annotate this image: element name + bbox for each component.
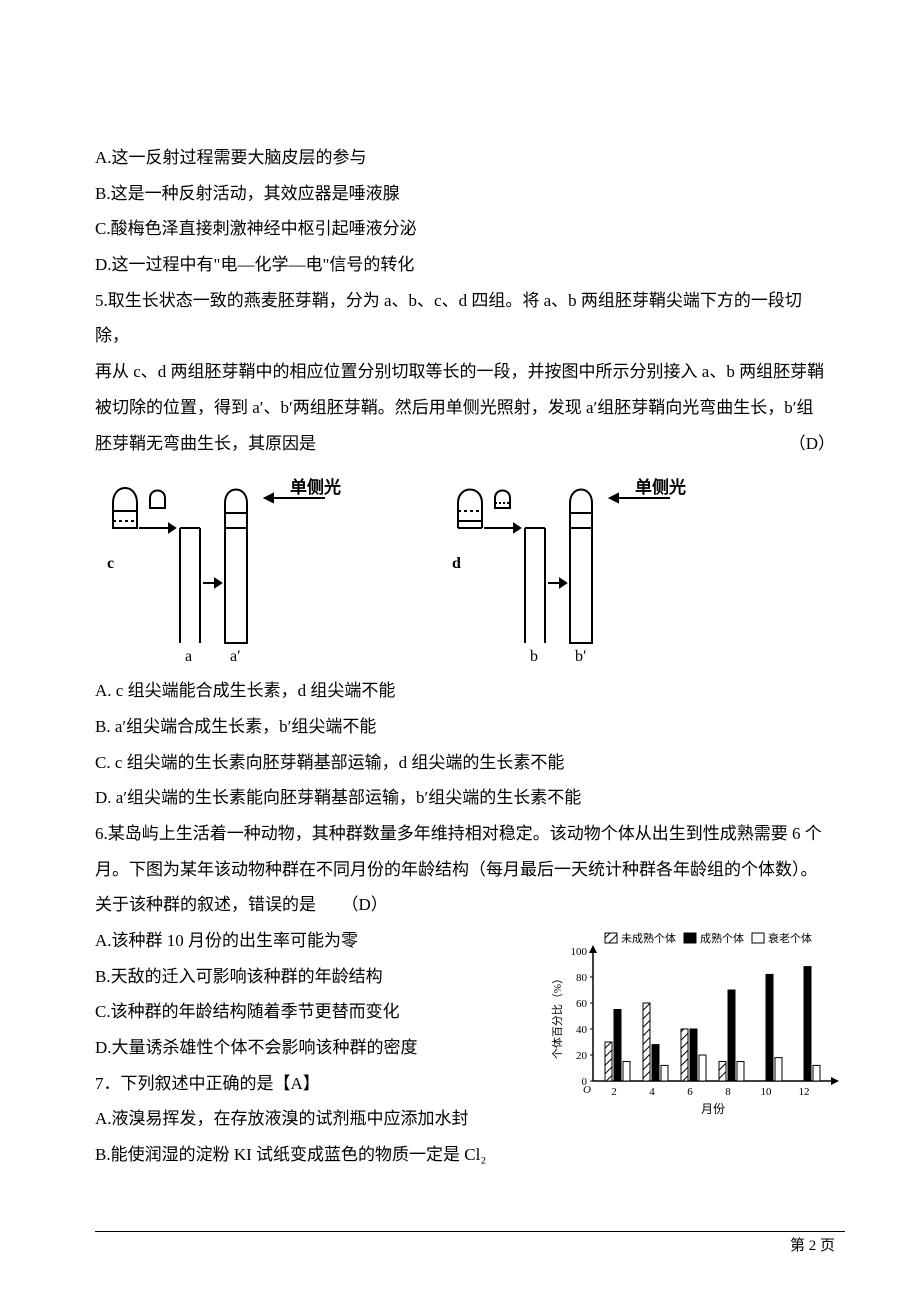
- svg-text:60: 60: [576, 998, 588, 1010]
- q6-option-c: C.该种群的年龄结构随着季节更替而变化: [95, 994, 502, 1030]
- q4-option-c: C.酸梅色泽直接刺激神经中枢引起唾液分泌: [95, 211, 835, 247]
- label-a: a: [185, 648, 192, 663]
- label-d: d: [452, 555, 461, 572]
- q6-chart: 020406080100个体百分比（%）月份O24681012未成熟个体成熟个体…: [545, 921, 845, 1121]
- svg-text:月份: 月份: [701, 1102, 725, 1116]
- q5-stem-2: 再从 c、d 两组胚芽鞘中的相应位置分别切取等长的一段，并按图中所示分别接入 a…: [95, 354, 835, 390]
- q5-stem-1: 5.取生长状态一致的燕麦胚芽鞘，分为 a、b、c、d 四组。将 a、b 两组胚芽…: [95, 283, 835, 354]
- svg-text:衰老个体: 衰老个体: [768, 931, 812, 945]
- svg-text:个体百分比（%）: 个体百分比（%）: [550, 973, 564, 1059]
- q6-option-b: B.天敌的迁入可影响该种群的年龄结构: [95, 959, 502, 995]
- q6-stem-2: 月。下图为某年该动物种群在不同月份的年龄结构（每月最后一天统计种群各年龄组的个体…: [95, 852, 835, 888]
- svg-text:100: 100: [571, 946, 588, 958]
- q5-option-a: A. c 组尖端能合成生长素，d 组尖端不能: [95, 673, 835, 709]
- svg-text:2: 2: [611, 1086, 617, 1098]
- footer-rule: [95, 1231, 845, 1232]
- q4-option-a: A.这一反射过程需要大脑皮层的参与: [95, 140, 835, 176]
- label-bprime: b′: [575, 648, 587, 663]
- page-number: 第 2 页: [790, 1231, 835, 1263]
- svg-text:未成熟个体: 未成熟个体: [621, 931, 676, 945]
- svg-text:80: 80: [576, 972, 588, 984]
- label-light-right: 单侧光: [635, 477, 686, 497]
- q6-option-d: D.大量诱杀雄性个体不会影响该种群的密度: [95, 1030, 502, 1066]
- svg-text:12: 12: [799, 1086, 810, 1098]
- q6-stem-1: 6.某岛屿上生活着一种动物，其种群数量多年维持相对稳定。该动物个体从出生到性成熟…: [95, 816, 835, 852]
- q4-option-d: D.这一过程中有"电—化学—电"信号的转化: [95, 247, 835, 283]
- q5-stem-3: 被切除的位置，得到 a′、b′两组胚芽鞘。然后用单侧光照射，发现 a′组胚芽鞘向…: [95, 390, 835, 426]
- svg-text:10: 10: [761, 1086, 773, 1098]
- svg-text:20: 20: [576, 1050, 588, 1062]
- q5-stem-4-text: 胚芽鞘无弯曲生长，其原因是: [95, 434, 316, 453]
- svg-text:成熟个体: 成熟个体: [700, 931, 744, 945]
- q5-figure-right: d b b′ 单侧光: [440, 473, 700, 663]
- label-light-left: 单侧光: [290, 477, 341, 497]
- label-aprime: a′: [230, 648, 241, 663]
- q5-stem-4: 胚芽鞘无弯曲生长，其原因是 （D）: [95, 426, 835, 462]
- svg-text:40: 40: [576, 1024, 588, 1036]
- svg-text:6: 6: [687, 1086, 693, 1098]
- svg-text:O: O: [583, 1084, 591, 1096]
- q5-option-d: D. a′组尖端的生长素能向胚芽鞘基部运输，b′组尖端的生长素不能: [95, 780, 835, 816]
- q5-option-b: B. a′组尖端合成生长素，b′组尖端不能: [95, 709, 835, 745]
- label-c: c: [107, 555, 114, 572]
- q5-option-c: C. c 组尖端的生长素向胚芽鞘基部运输，d 组尖端的生长素不能: [95, 745, 835, 781]
- q4-option-b: B.这是一种反射活动，其效应器是唾液腺: [95, 176, 835, 212]
- q5-figures: c a a′ 单侧光: [95, 473, 835, 663]
- q5-answer: （D）: [789, 426, 835, 462]
- q6-option-a: A.该种群 10 月份的出生率可能为零: [95, 923, 502, 959]
- svg-text:4: 4: [649, 1086, 655, 1098]
- svg-text:8: 8: [725, 1086, 731, 1098]
- q5-figure-left: c a a′ 单侧光: [95, 473, 355, 663]
- label-b: b: [530, 648, 538, 663]
- q6-stem-3: 关于该种群的叙述，错误的是 （D）: [95, 887, 502, 923]
- q7-option-b: B.能使润湿的淀粉 KI 试纸变成蓝色的物质一定是 Cl₂: [95, 1137, 835, 1173]
